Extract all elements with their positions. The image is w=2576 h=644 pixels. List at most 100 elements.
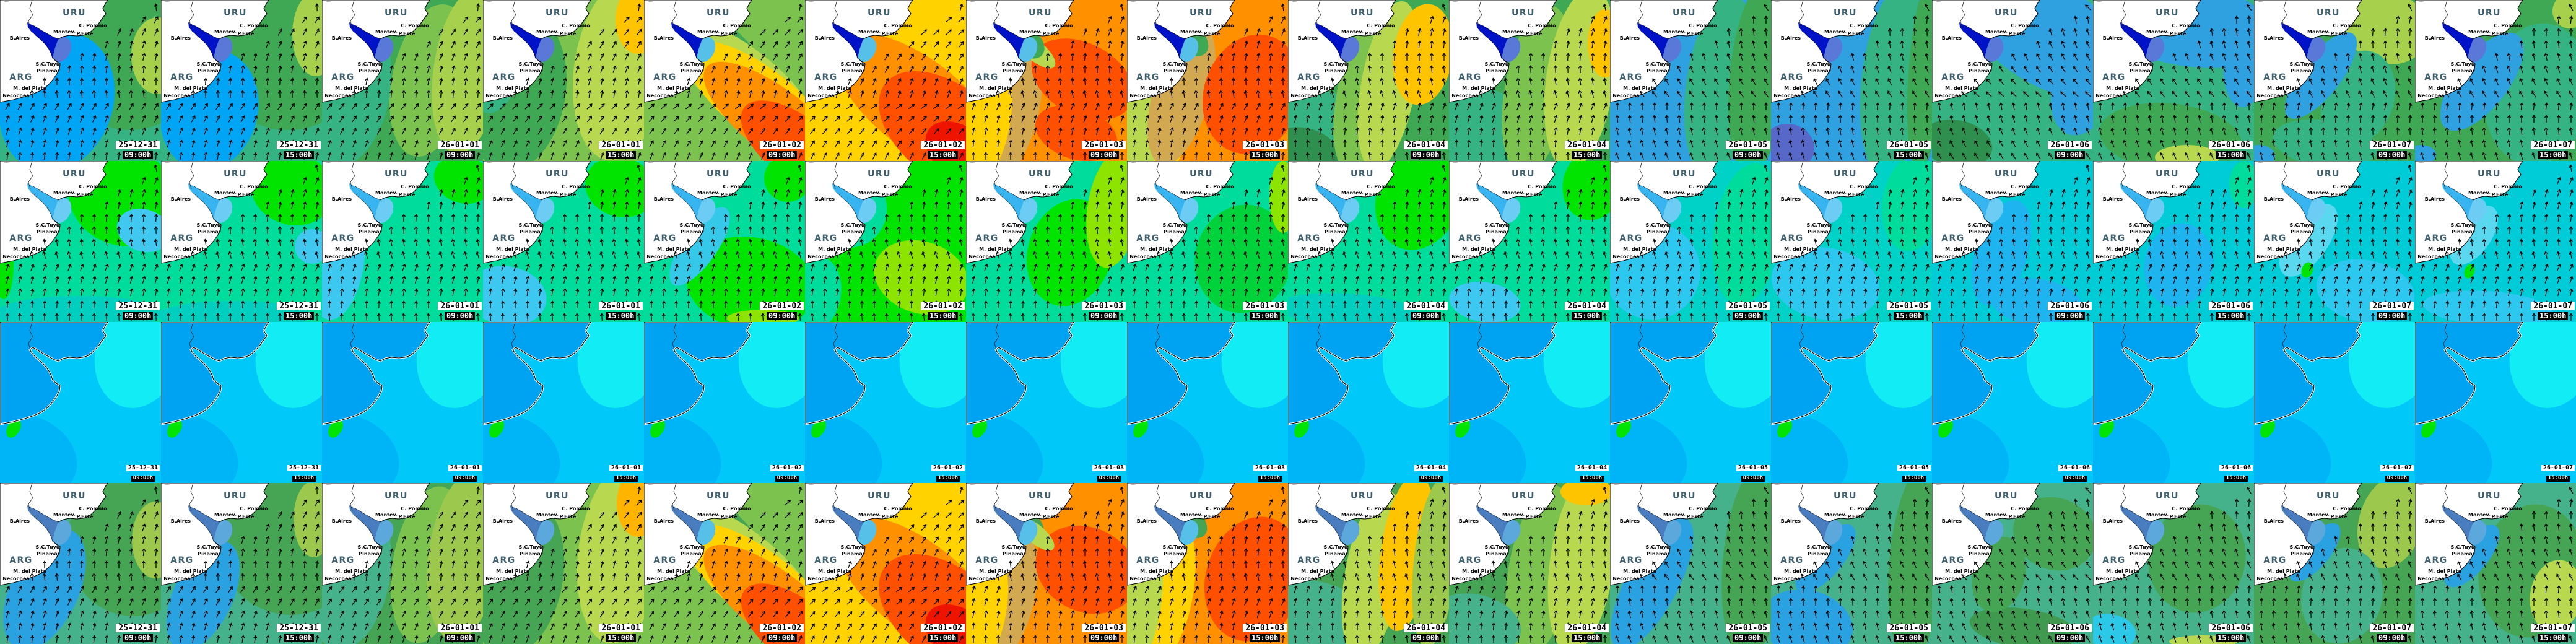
- forecast-panel-r1c8[interactable]: URU ARG B.Aires Montev. C. Polonio P.Este S.C.…: [1127, 0, 1288, 161]
- forecast-panel-r3c1[interactable]: 25-12-31 09:00h: [0, 322, 161, 483]
- forecast-panel-r4c3[interactable]: URU ARG B.Aires Montev. C. Polonio P.Este S.C.…: [322, 483, 483, 644]
- forecast-panel-r3c13[interactable]: 26-01-06 09:00h: [1932, 322, 2093, 483]
- forecast-panel-r3c2[interactable]: 25-12-31 15:00h: [161, 322, 322, 483]
- forecast-panel-r2c14[interactable]: URU ARG B.Aires Montev. C. Polonio P.Este S.C.…: [2093, 161, 2254, 322]
- forecast-panel-r4c10[interactable]: URU ARG B.Aires Montev. C. Polonio P.Este S.C.…: [1449, 483, 1610, 644]
- forecast-panel-r1c14[interactable]: URU ARG B.Aires Montev. C. Polonio P.Este S.C.…: [2093, 0, 2254, 161]
- forecast-panel-r1c4[interactable]: URU ARG B.Aires Montev. C. Polonio P.Este S.C.…: [483, 0, 644, 161]
- forecast-panel-r4c14[interactable]: URU ARG B.Aires Montev. C. Polonio P.Este S.C.…: [2093, 483, 2254, 644]
- forecast-panel-r2c13[interactable]: URU ARG B.Aires Montev. C. Polonio P.Este S.C.…: [1932, 161, 2093, 322]
- map-canvas: URU ARG B.Aires Montev.C. Polonio P.Este S.C.…: [1771, 483, 1932, 644]
- forecast-panel-r4c13[interactable]: URU ARG B.Aires Montev. C. Polonio P.Este S.C.…: [1932, 483, 2093, 644]
- rio-de-la-plata: [513, 25, 541, 58]
- forecast-panel-r1c2[interactable]: URU ARG B.Aires Montev. C. Polonio P.Este S.C.…: [161, 0, 322, 161]
- forecast-panel-r1c7[interactable]: URU ARG B.Aires Montev. C. Polonio P.Este S.C.…: [966, 0, 1127, 161]
- forecast-panel-r3c11[interactable]: 26-01-05 09:00h: [1610, 322, 1771, 483]
- city-label: Montev.: [1180, 29, 1203, 35]
- forecast-panel-r4c6[interactable]: URU ARG B.Aires Montev. C. Polonio P.Este S.C.…: [805, 483, 966, 644]
- forecast-panel-r1c12[interactable]: URU ARG B.Aires Montev. C. Polonio P.Este S.C.…: [1771, 0, 1932, 161]
- vector-arrows: [971, 164, 1125, 321]
- city-label: C. Polonio: [562, 184, 590, 189]
- timestamp-date: 26-01-03: [1082, 141, 1126, 150]
- forecast-panel-r3c7[interactable]: 26-01-03 09:00h: [966, 322, 1127, 483]
- timestamp-date: 26-01-06: [2058, 464, 2092, 472]
- city-label: S.C.Tuyu: [1807, 61, 1831, 67]
- forecast-panel-r2c4[interactable]: URU ARG B.Aires Montev. C. Polonio P.Este S.C.…: [483, 161, 644, 322]
- city-label: C. Polonio: [1850, 506, 1878, 511]
- forecast-panel-r3c12[interactable]: 26-01-05 15:00h: [1771, 322, 1932, 483]
- timestamp-box: 26-01-04 09:00h: [1404, 624, 1448, 643]
- forecast-panel-r1c10[interactable]: URU ARG B.Aires Montev. C. Polonio P.Este S.C.…: [1449, 0, 1610, 161]
- field-blob: [1610, 413, 1687, 483]
- forecast-panel-r2c15[interactable]: URU ARG B.Aires Montev. C. Polonio P.Este S.C.…: [2254, 161, 2415, 322]
- forecast-panel-r2c8[interactable]: URU ARG B.Aires Montev. C. Polonio P.Este S.C.…: [1127, 161, 1288, 322]
- vector-arrows: [1937, 487, 2091, 643]
- forecast-panel-r2c1[interactable]: URU ARG B.Aires Montev. C. Polonio P.Este S.C.…: [0, 161, 161, 322]
- forecast-panel-r1c3[interactable]: URU ARG B.Aires Montev. C. Polonio P.Este S.C.…: [322, 0, 483, 161]
- city-label: B.Aires: [1942, 196, 1962, 202]
- city-label: Montev.: [1985, 512, 2008, 518]
- forecast-panel-r4c12[interactable]: URU ARG B.Aires Montev. C. Polonio P.Este S.C.…: [1771, 483, 1932, 644]
- timestamp-date: 26-01-07: [2531, 302, 2575, 311]
- country-label: URU: [1029, 169, 1052, 179]
- border-fragment: [969, 162, 975, 163]
- forecast-panel-r1c15[interactable]: URU ARG B.Aires Montev. C. Polonio P.Este S.C.…: [2254, 0, 2415, 161]
- rio-de-la-plata: [996, 508, 1024, 541]
- forecast-panel-r1c16[interactable]: URU ARG B.Aires Montev. C. Polonio P.Este S.C.…: [2415, 0, 2576, 161]
- map-canvas: URU ARG B.Aires Montev.C. Polonio P.Este S.C.…: [161, 483, 322, 644]
- city-label: B.Aires: [10, 196, 30, 202]
- city-label: Pinamar: [1647, 551, 1669, 557]
- forecast-panel-r2c10[interactable]: URU ARG B.Aires Montev. C. Polonio P.Este S.C.…: [1449, 161, 1610, 322]
- city-label: M. del Plata: [1462, 568, 1495, 574]
- forecast-panel-r2c7[interactable]: URU ARG B.Aires Montev. C. Polonio P.Este S.C.…: [966, 161, 1127, 322]
- forecast-panel-r3c6[interactable]: 26-01-02 15:00h: [805, 322, 966, 483]
- timestamp-time: 15:00h: [292, 475, 316, 482]
- forecast-panel-r1c13[interactable]: URU ARG B.Aires Montev. C. Polonio P.Este S.C.…: [1932, 0, 2093, 161]
- forecast-panel-r4c11[interactable]: URU ARG B.Aires Montev. C. Polonio P.Este S.C.…: [1610, 483, 1771, 644]
- forecast-panel-r2c16[interactable]: URU ARG B.Aires Montev. C. Polonio P.Este S.C.…: [2415, 161, 2576, 322]
- forecast-panel-r3c3[interactable]: 26-01-01 09:00h: [322, 322, 483, 483]
- country-label: ARG: [1458, 233, 1482, 243]
- forecast-panel-r3c10[interactable]: 26-01-04 15:00h: [1449, 322, 1610, 483]
- forecast-panel-r3c4[interactable]: 26-01-01 15:00h: [483, 322, 644, 483]
- forecast-panel-r2c9[interactable]: URU ARG B.Aires Montev. C. Polonio P.Este S.C.…: [1288, 161, 1449, 322]
- forecast-panel-r1c6[interactable]: URU ARG B.Aires Montev. C. Polonio P.Este S.C.…: [805, 0, 966, 161]
- city-label: P.Este: [2331, 192, 2348, 198]
- timestamp-box: 26-01-02 15:00h: [931, 464, 965, 482]
- rio-de-la-plata: [1801, 25, 1829, 58]
- rio-de-la-plata: [1640, 25, 1668, 58]
- forecast-panel-r3c5[interactable]: 26-01-02 09:00h: [644, 322, 805, 483]
- city-label: Pinamar: [1486, 229, 1508, 235]
- forecast-panel-r3c16[interactable]: 26-01-07 15:00h: [2415, 322, 2576, 483]
- forecast-panel-r4c5[interactable]: URU ARG B.Aires Montev. C. Polonio P.Este S.C.…: [644, 483, 805, 644]
- forecast-panel-r3c14[interactable]: 26-01-06 15:00h: [2093, 322, 2254, 483]
- forecast-panel-r2c12[interactable]: URU ARG B.Aires Montev. C. Polonio P.Este S.C.…: [1771, 161, 1932, 322]
- forecast-panel-r2c3[interactable]: URU ARG B.Aires Montev. C. Polonio P.Este S.C.…: [322, 161, 483, 322]
- forecast-panel-r2c2[interactable]: URU ARG B.Aires Montev. C. Polonio P.Este S.C.…: [161, 161, 322, 322]
- forecast-panel-r3c15[interactable]: 26-01-07 09:00h: [2254, 322, 2415, 483]
- forecast-panel-r1c5[interactable]: URU ARG B.Aires Montev. C. Polonio P.Este S.C.…: [644, 0, 805, 161]
- forecast-panel-r3c9[interactable]: 26-01-04 09:00h: [1288, 322, 1449, 483]
- city-label: Pinamar: [198, 68, 220, 74]
- forecast-panel-r4c9[interactable]: URU ARG B.Aires Montev. C. Polonio P.Este S.C.…: [1288, 483, 1449, 644]
- city-label: Montev.: [858, 190, 881, 196]
- forecast-panel-r4c7[interactable]: URU ARG B.Aires Montev. C. Polonio P.Este S.C.…: [966, 483, 1127, 644]
- city-label: Montev.: [1985, 29, 2008, 35]
- forecast-panel-r3c8[interactable]: 26-01-03 15:00h: [1127, 322, 1288, 483]
- forecast-panel-r4c8[interactable]: URU ARG B.Aires Montev. C. Polonio P.Este S.C.…: [1127, 483, 1288, 644]
- forecast-panel-r1c9[interactable]: URU ARG B.Aires Montev. C. Polonio P.Este S.C.…: [1288, 0, 1449, 161]
- forecast-panel-r4c16[interactable]: URU ARG B.Aires Montev. C. Polonio P.Este S.C.…: [2415, 483, 2576, 644]
- city-label: Pinamar: [359, 551, 381, 557]
- forecast-panel-r1c11[interactable]: URU ARG B.Aires Montev. C. Polonio P.Este S.C.…: [1610, 0, 1771, 161]
- forecast-panel-r2c6[interactable]: URU ARG B.Aires Montev. C. Polonio P.Este S.C.…: [805, 161, 966, 322]
- forecast-panel-r4c1[interactable]: URU ARG B.Aires Montev. C. Polonio P.Este S.C.…: [0, 483, 161, 644]
- city-label: M. del Plata: [335, 568, 368, 574]
- rio-de-la-plata: [1157, 508, 1185, 541]
- forecast-panel-r4c2[interactable]: URU ARG B.Aires Montev. C. Polonio P.Este S.C.…: [161, 483, 322, 644]
- forecast-panel-r2c11[interactable]: URU ARG B.Aires Montev. C. Polonio P.Este S.C.…: [1610, 161, 1771, 322]
- forecast-panel-r4c4[interactable]: URU ARG B.Aires Montev. C. Polonio P.Este S.C.…: [483, 483, 644, 644]
- forecast-panel-r2c5[interactable]: URU ARG B.Aires Montev. C. Polonio P.Este S.C.…: [644, 161, 805, 322]
- forecast-panel-r4c15[interactable]: URU ARG B.Aires Montev. C. Polonio P.Este S.C.…: [2254, 483, 2415, 644]
- city-label: Necochea: [163, 254, 191, 259]
- forecast-panel-r1c1[interactable]: URU ARG B.Aires Montev. C. Polonio P.Este S.C.…: [0, 0, 161, 161]
